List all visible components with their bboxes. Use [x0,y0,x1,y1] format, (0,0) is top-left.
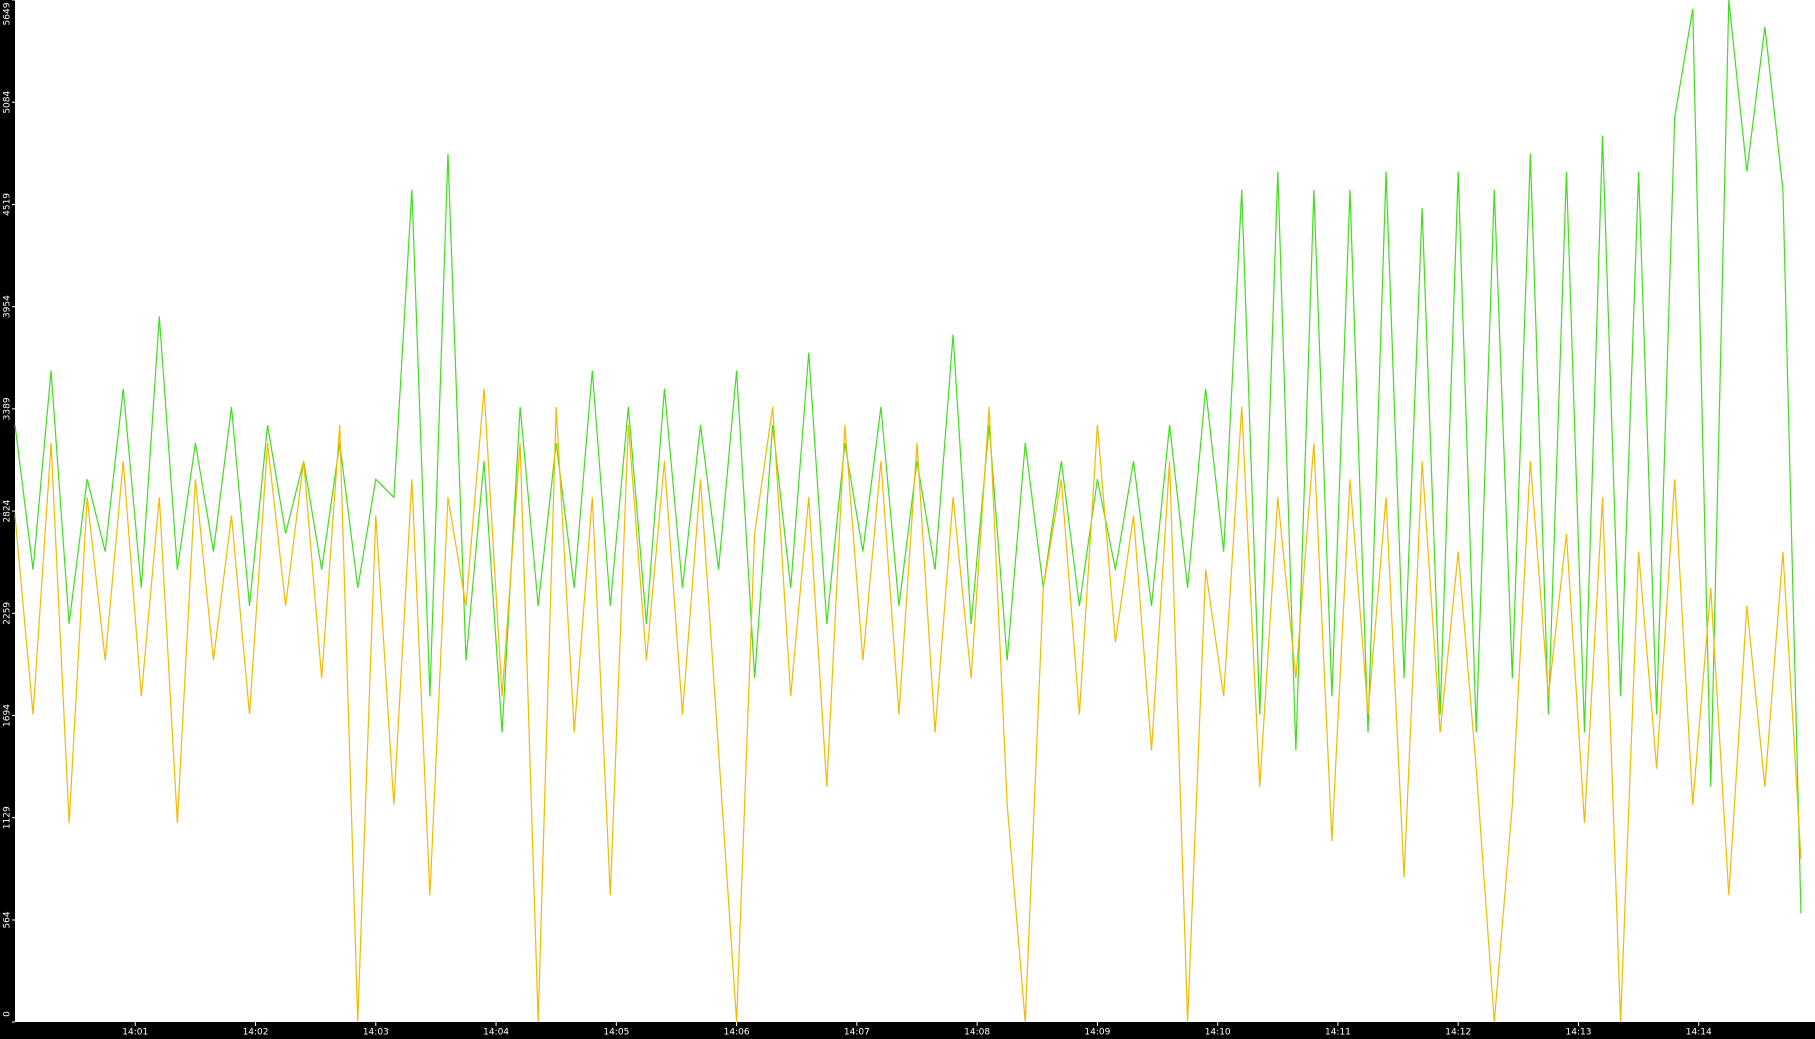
y-tick-label: 2259 [3,602,13,625]
y-tick-label: 1129 [3,806,13,829]
y-tick-label: 564 [3,911,13,928]
x-tick-label: 14:10 [1205,1028,1231,1038]
x-tick-label: 14:11 [1325,1028,1351,1038]
x-tick-label: 14:07 [844,1028,870,1038]
x-tick-label: 14:06 [724,1028,750,1038]
x-tick-label: 14:08 [964,1028,990,1038]
y-tick-label: 5649 [3,2,13,25]
x-tick-label: 14:13 [1566,1028,1592,1038]
y-tick-label: 1694 [3,704,13,727]
x-tick-label: 14:09 [1084,1028,1110,1038]
plot-area [14,0,1802,1023]
x-tick-label: 14:04 [483,1028,509,1038]
x-tick-label: 14:12 [1445,1028,1471,1038]
y-axis-band [0,0,15,1039]
y-tick-label: 3954 [3,295,13,318]
series-line [14,0,1802,914]
y-tick-label: 0 [3,1011,13,1017]
x-tick-label: 14:02 [243,1028,269,1038]
y-tick-label: 4519 [3,193,13,216]
x-tick-label: 14:05 [603,1028,629,1038]
axes: 0 564 1129 1694 2259 2824 3389 3954 4519 5084 5649… [3,0,1712,1038]
y-tick-label: 3389 [3,397,13,420]
x-tick-label: 14:01 [122,1028,148,1038]
y-tick-label: 2824 [3,499,13,522]
x-tick-label: 14:03 [363,1028,389,1038]
x-axis-band [0,1022,1815,1039]
x-tick-label: 14:14 [1686,1028,1712,1038]
series-line [14,388,1802,1023]
y-tick-label: 5084 [3,90,13,113]
